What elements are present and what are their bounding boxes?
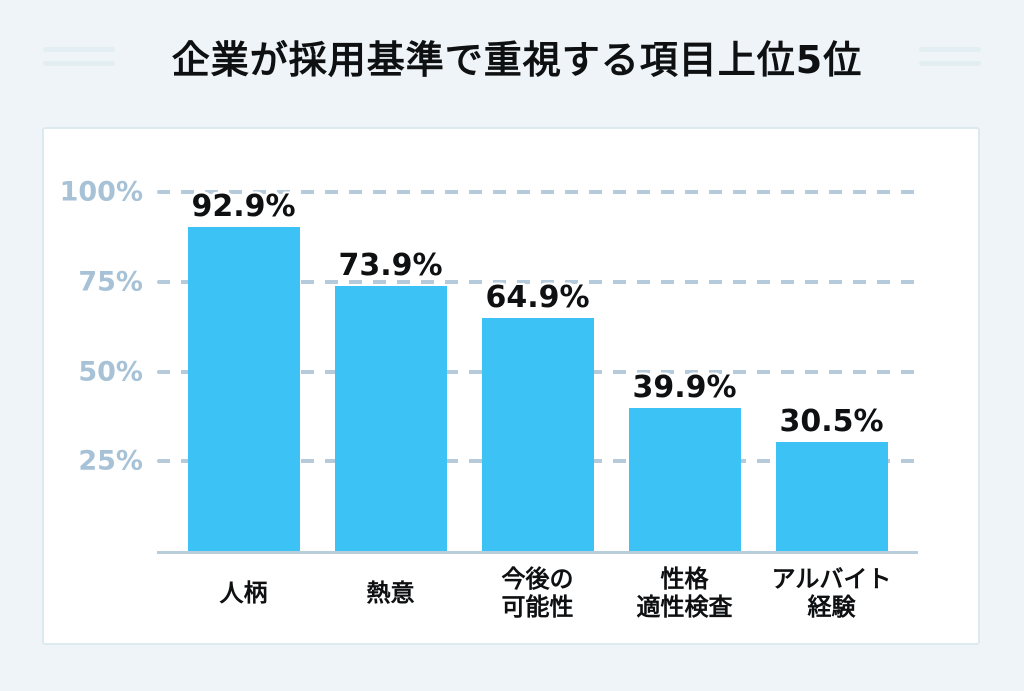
- bar-value-label: 30.5%: [779, 403, 884, 439]
- bar-group: 92.9%: [187, 189, 300, 551]
- bar-group: 64.9%: [481, 192, 594, 551]
- x-axis-label-line: アルバイト: [771, 565, 892, 593]
- x-axis-line: [157, 551, 918, 554]
- x-axis-label-line: 性格: [660, 565, 709, 593]
- y-axis-tick: 50%: [78, 356, 143, 387]
- x-axis-label-line: 可能性: [501, 593, 574, 622]
- y-axis-tick: 75%: [78, 266, 143, 298]
- bar-group: 30.5%: [775, 192, 888, 551]
- bar: [334, 285, 447, 551]
- bar-group: 39.9%: [628, 192, 741, 551]
- decorative-line: [43, 47, 115, 52]
- y-axis-tick: 100%: [59, 176, 143, 208]
- decorative-lines-left-icon: [43, 47, 115, 66]
- bar: [187, 227, 300, 551]
- bar: [628, 407, 741, 551]
- bar-value-label: 92.9%: [191, 189, 296, 224]
- x-axis-label: アルバイト 経験: [772, 565, 892, 622]
- header: 企業が採用基準で重視する項目上位5位: [0, 0, 1024, 127]
- x-axis-labels: 人柄 熱意 今後の 可能性 性格 適性検査 アルバイト 経験: [157, 565, 918, 621]
- x-axis-label: 人柄: [188, 565, 300, 621]
- x-axis-label-line: 今後の: [501, 565, 574, 593]
- bar-value-label: 64.9%: [485, 280, 590, 316]
- x-axis-label: 今後の 可能性: [482, 565, 594, 621]
- chart-title: 企業が採用基準で重視する項目上位5位: [171, 38, 863, 82]
- gridline: [157, 190, 918, 194]
- x-axis-label-line: 人柄: [219, 579, 268, 608]
- x-axis-label-line: 熱意: [366, 579, 415, 608]
- gridline: [157, 279, 918, 284]
- plot-area: 100% 75% 50% 25% 92.9% 73.9% 64.9% 39.9% 30.5% …: [60, 177, 918, 621]
- x-axis-label: 性格 適性検査: [629, 565, 741, 621]
- bars-layer: 92.9% 73.9% 64.9% 39.9% 30.5%: [157, 192, 918, 551]
- decorative-lines-right-icon: [918, 47, 981, 66]
- decorative-line: [918, 47, 981, 52]
- x-axis-label: 熱意: [335, 565, 447, 621]
- y-axis-tick: 25%: [78, 445, 143, 477]
- decorative-line: [918, 61, 981, 66]
- bar-value-label: 73.9%: [338, 247, 443, 283]
- bar-group: 73.9%: [334, 192, 447, 551]
- x-axis-label-line: 経験: [807, 593, 856, 622]
- bar: [481, 318, 594, 551]
- chart-panel: 100% 75% 50% 25% 92.9% 73.9% 64.9% 39.9% 30.5% …: [42, 127, 980, 645]
- bar: [775, 441, 888, 551]
- bar-value-label: 39.9%: [632, 369, 737, 405]
- decorative-line: [43, 61, 115, 66]
- x-axis-label-line: 適性検査: [636, 593, 733, 622]
